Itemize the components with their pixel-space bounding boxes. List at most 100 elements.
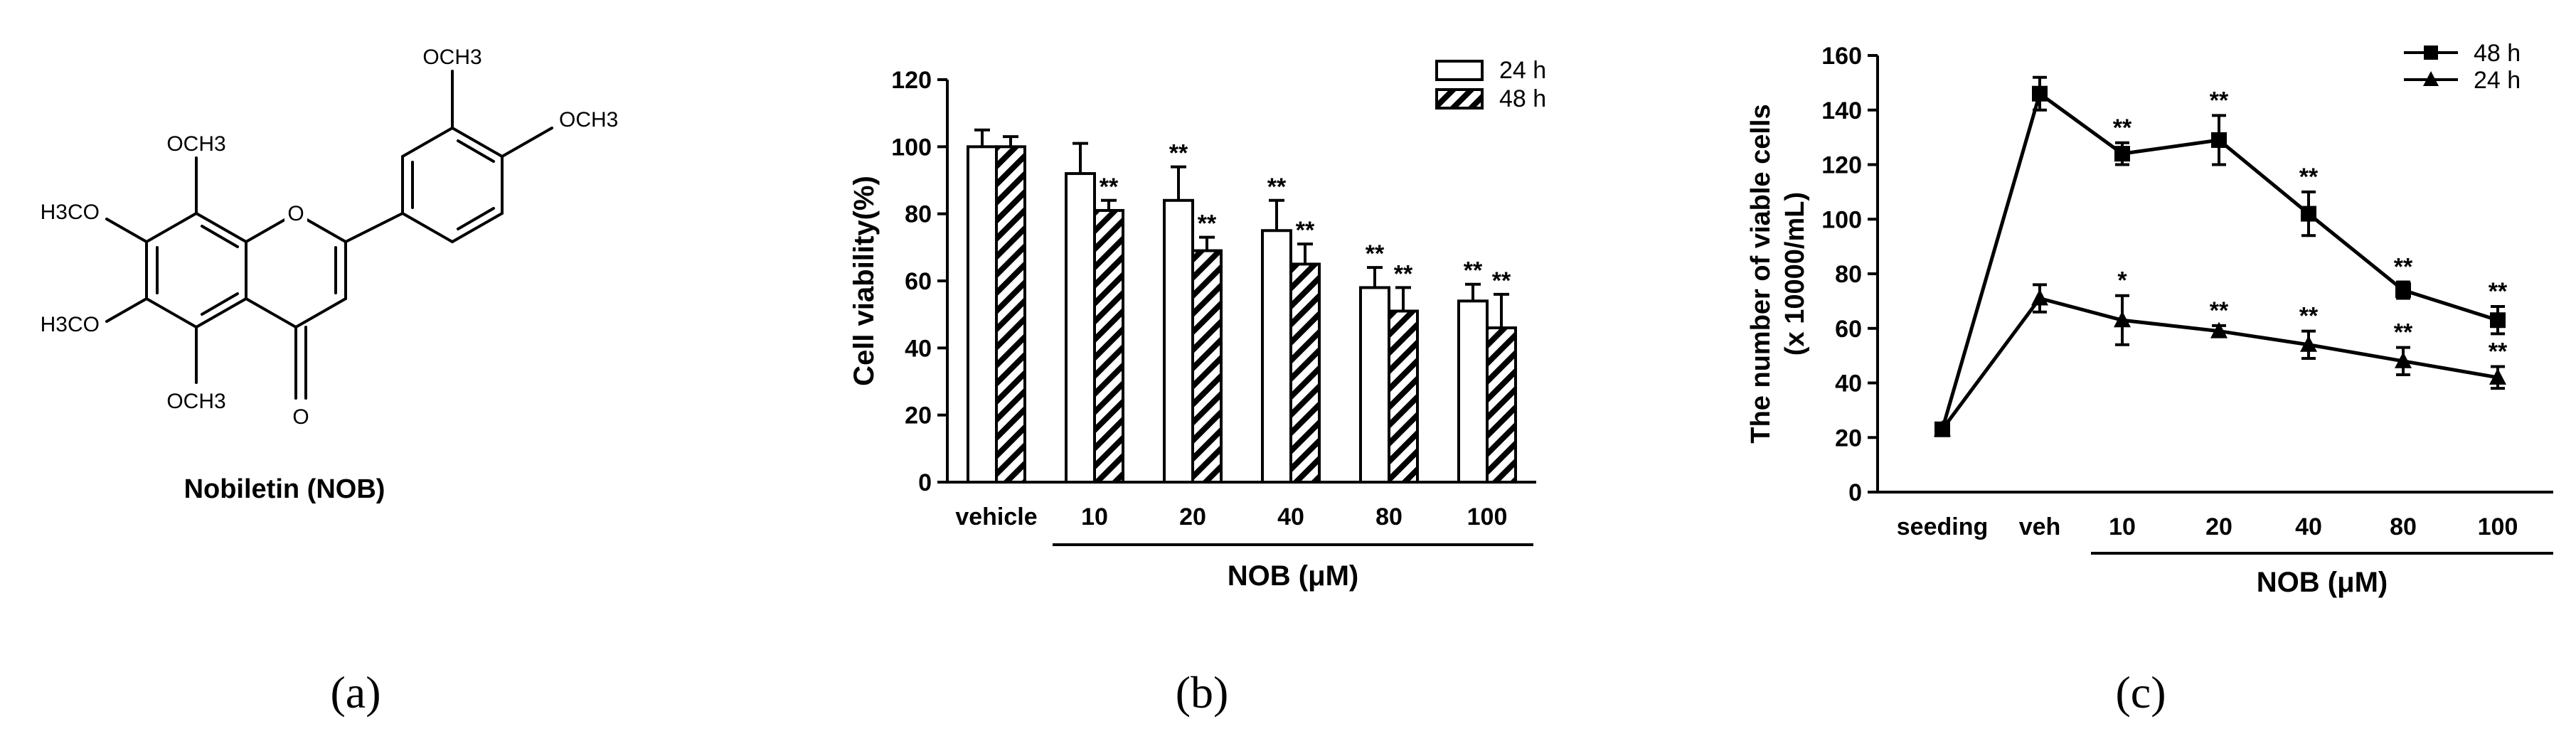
- x-axis-label: NOB (μM): [2257, 567, 2388, 598]
- data-point-square: [2301, 206, 2316, 222]
- y-tick-label: 0: [1848, 479, 1862, 506]
- y-tick-label: 60: [905, 268, 932, 295]
- x-tick-label: 40: [1277, 503, 1304, 530]
- structure-labels: O O OCH3 OCH3 H3CO H3CO OCH3 OCH3: [41, 46, 619, 429]
- legend-swatch: [1435, 60, 1484, 81]
- x-axis-label: NOB (μM): [1228, 560, 1358, 592]
- significance-mark: **: [1464, 257, 1483, 284]
- bar-48h: [1093, 208, 1124, 484]
- bar-48h: [1191, 249, 1223, 484]
- bar-48h: [1388, 309, 1419, 484]
- och3-right-b: OCH3: [559, 108, 618, 132]
- legend-label: 48 h: [1499, 85, 1546, 112]
- y-tick-label: 100: [1821, 206, 1862, 233]
- significance-mark: **: [2394, 254, 2413, 281]
- panel-label-b: (b): [1176, 667, 1229, 718]
- y-tick-label: 60: [1835, 316, 1862, 343]
- data-point-square: [2114, 146, 2130, 162]
- data-point-triangle: [2395, 351, 2412, 368]
- data-point-square: [2211, 132, 2227, 148]
- bar-24h: [1261, 229, 1292, 484]
- significance-mark: **: [2210, 297, 2229, 324]
- x-tick-label: 20: [2205, 513, 2232, 540]
- och3-top-b: OCH3: [422, 46, 481, 69]
- y-axis-label-units: (x 10000/mL): [1780, 192, 1810, 356]
- y-tick-label: 0: [918, 469, 932, 496]
- y-axis-label: Cell viability(%): [848, 176, 880, 386]
- x-tick-label: 20: [1179, 503, 1206, 530]
- x-tick-label: 100: [1467, 503, 1508, 530]
- molecule-name: Nobiletin (NOB): [184, 474, 385, 504]
- viable-cells-line-chart: 0 20 40 60 80 100 120 140 160 seeding veh 10 20 40 80 1…: [1746, 40, 2553, 598]
- y-tick-label: 80: [905, 201, 932, 228]
- y-axis-label: The number of viable cells: [1746, 104, 1776, 443]
- data-point-square: [2395, 282, 2411, 299]
- y-tick-label: 20: [905, 402, 932, 430]
- significance-mark: **: [2113, 114, 2132, 142]
- legend-marker-triangle: [2423, 71, 2439, 86]
- data-point-triangle: [2489, 368, 2506, 385]
- x-tick-label: 10: [1081, 503, 1108, 530]
- bar-48h: [1486, 326, 1517, 484]
- bar-24h: [1359, 286, 1390, 484]
- significance-mark: **: [1169, 140, 1188, 167]
- significance-mark: **: [2299, 303, 2319, 330]
- data-point-square: [2490, 312, 2506, 329]
- data-point-triangle: [2114, 311, 2131, 328]
- bar-24h: [967, 145, 998, 484]
- data-point-triangle: [2210, 321, 2228, 338]
- y-tick-label: 120: [1821, 152, 1862, 179]
- carbonyl-oxygen-label: O: [292, 405, 309, 429]
- bar-48h: [1289, 262, 1321, 484]
- y-tick-label: 80: [1835, 261, 1862, 288]
- data-point-triangle: [1934, 420, 1951, 437]
- legend-marker-square: [2424, 46, 2438, 60]
- significance-mark: *: [2117, 267, 2127, 294]
- significance-mark: **: [2489, 338, 2508, 365]
- och3-top-a: OCH3: [166, 132, 225, 156]
- x-tick-label: 100: [2478, 513, 2518, 540]
- significance-mark: **: [1366, 240, 1385, 267]
- legend-label: 24 h: [2474, 67, 2521, 94]
- h3co-lower: H3CO: [41, 313, 100, 336]
- significance-mark: **: [1267, 174, 1287, 201]
- nobiletin-structure: [105, 70, 553, 400]
- panel-label-c: (c): [2115, 667, 2166, 718]
- x-tick-label: seeding: [1897, 513, 1988, 540]
- bar-24h: [1065, 172, 1096, 484]
- ring-oxygen-label: O: [287, 202, 304, 225]
- data-point-triangle: [2031, 289, 2048, 306]
- significance-mark: **: [2489, 278, 2508, 305]
- y-tick-label: 100: [891, 134, 932, 161]
- significance-mark: **: [2210, 87, 2229, 114]
- significance-mark: **: [1492, 267, 1511, 294]
- h3co-upper: H3CO: [41, 201, 100, 224]
- x-tick-label: 80: [1375, 503, 1403, 530]
- panel-label-a: (a): [330, 667, 380, 718]
- bar-24h: [1163, 198, 1194, 484]
- y-tick-label: 160: [1821, 43, 1862, 70]
- significance-mark: **: [2299, 164, 2319, 191]
- cell-viability-bar-chart: 0 20 40 60 80 100 120 vehicle 10 ** 20 ** ** 40 ** ** 80…: [848, 57, 1546, 592]
- y-tick-label: 120: [891, 67, 932, 94]
- y-tick-label: 40: [905, 335, 932, 362]
- x-tick-label: vehicle: [955, 503, 1037, 530]
- bar-24h: [1457, 299, 1489, 484]
- legend-label: 48 h: [2474, 40, 2521, 67]
- significance-mark: **: [2394, 319, 2413, 346]
- bar-48h: [995, 145, 1026, 484]
- data-point-square: [2032, 85, 2048, 102]
- och3-bottom-a: OCH3: [166, 390, 225, 413]
- y-tick-label: 40: [1835, 370, 1862, 398]
- significance-mark: **: [1100, 174, 1119, 201]
- x-tick-label: veh: [2019, 513, 2061, 540]
- data-point-triangle: [2300, 335, 2317, 352]
- legend-swatch: [1435, 88, 1484, 110]
- y-tick-label: 20: [1835, 425, 1862, 452]
- x-tick-label: 10: [2109, 513, 2136, 540]
- y-tick-label: 140: [1821, 97, 1862, 124]
- significance-mark: **: [1198, 210, 1217, 238]
- legend-label: 24 h: [1499, 57, 1546, 84]
- x-tick-label: 80: [2390, 513, 2417, 540]
